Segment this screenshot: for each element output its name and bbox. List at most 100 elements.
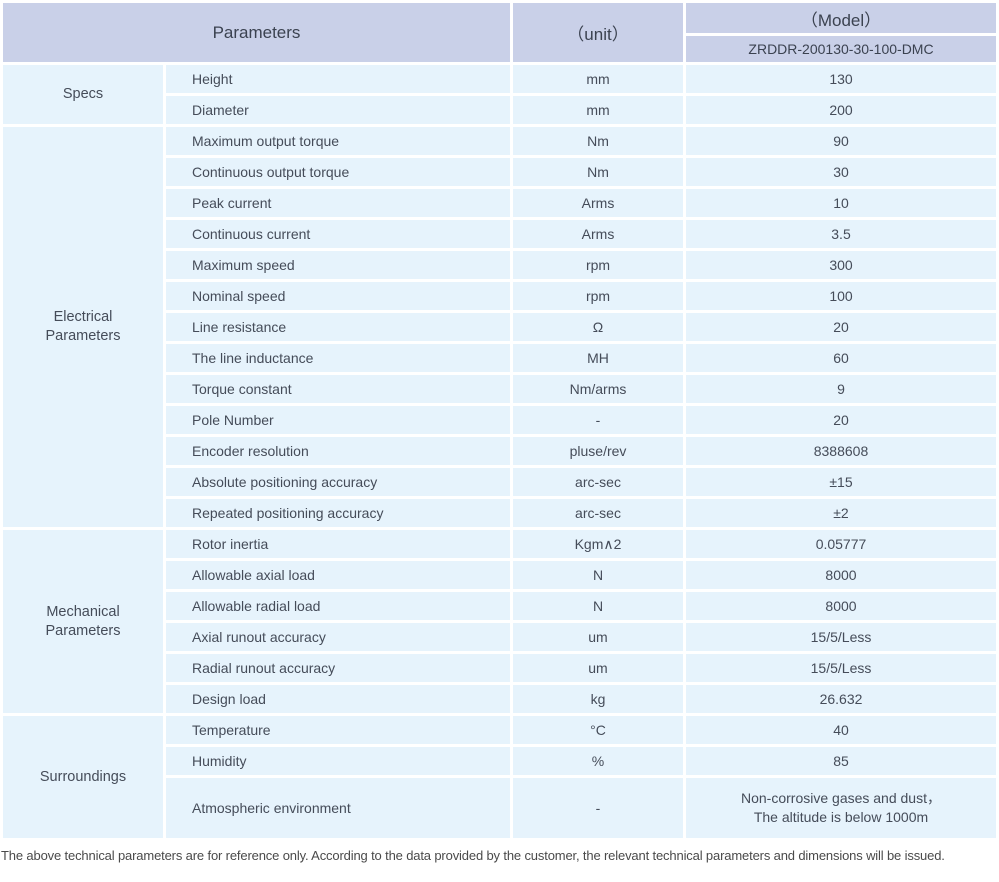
parameter-name-cell: Continuous current	[166, 220, 510, 248]
parameter-name-cell: Axial runout accuracy	[166, 623, 510, 651]
table-row: Repeated positioning accuracy arc-sec ±2	[3, 499, 996, 527]
group-cell: Specs	[3, 65, 163, 124]
unit-cell: Arms	[513, 220, 683, 248]
spec-table: Parameters （unit） （Model） ZRDDR-200130-3…	[3, 3, 996, 838]
value-cell: 26.632	[686, 685, 996, 713]
table-row: Pole Number -20	[3, 406, 996, 434]
value-cell: 8000	[686, 592, 996, 620]
unit-cell: -	[513, 778, 683, 838]
unit-cell: rpm	[513, 251, 683, 279]
table-row: Absolute positioning accuracy arc-sec ±15	[3, 468, 996, 496]
unit-cell: N	[513, 592, 683, 620]
parameter-name-cell: Continuous output torque	[166, 158, 510, 186]
parameters-header: Parameters	[3, 3, 510, 62]
table-row: Surroundings Temperature °C 40	[3, 716, 996, 838]
parameter-name-cell: Pole Number	[166, 406, 510, 434]
unit-cell: mm	[513, 96, 683, 124]
value-cell: 15/5/Less	[686, 623, 996, 651]
value-line: Non-corrosive gases and dust，	[741, 790, 941, 807]
value-cell: ±15	[686, 468, 996, 496]
table-row: Encoder resolution pluse/rev 8388608	[3, 437, 996, 465]
value-cell: 10	[686, 189, 996, 217]
table-row: Design load kg 26.632	[3, 685, 996, 713]
parameter-name-cell: Allowable radial load	[166, 592, 510, 620]
parameter-name-cell: Height	[166, 65, 510, 93]
value-cell: 60	[686, 344, 996, 372]
footer-note: The above technical parameters are for r…	[1, 848, 945, 863]
unit-cell: N	[513, 561, 683, 589]
table-row: Specs Height mm 130	[3, 65, 996, 124]
parameter-name-cell: Maximum speed	[166, 251, 510, 279]
parameter-name-cell: Line resistance	[166, 313, 510, 341]
unit-cell: Arms	[513, 189, 683, 217]
table-row: Nominal speed rpm 100	[3, 282, 996, 310]
unit-cell: um	[513, 623, 683, 651]
unit-cell: um	[513, 654, 683, 682]
group-label: Surroundings	[39, 768, 127, 785]
spec-table-body: Specs Height mm 130 Diameter mm 200 Electrical …	[3, 65, 996, 838]
unit-cell: Kgm∧2	[513, 530, 683, 558]
table-row: Axial runout accuracy um 15/5/Less	[3, 623, 996, 651]
table-row: Line resistance Ω 20	[3, 313, 996, 341]
table-row: Continuous output torque Nm 30	[3, 158, 996, 186]
value-cell: 100	[686, 282, 996, 310]
parameter-name-cell: Diameter	[166, 96, 510, 124]
parameter-name-cell: Temperature	[166, 716, 510, 744]
table-row: Allowable axial load N 8000	[3, 561, 996, 589]
parameter-name-cell: Encoder resolution	[166, 437, 510, 465]
value-cell: Non-corrosive gases and dust， The altitud…	[686, 778, 996, 838]
table-row: Radial runout accuracy um 15/5/Less	[3, 654, 996, 682]
parameter-name-cell: Repeated positioning accuracy	[166, 499, 510, 527]
unit-cell: MH	[513, 344, 683, 372]
parameter-name-cell: Nominal speed	[166, 282, 510, 310]
unit-cell: kg	[513, 685, 683, 713]
group-label: Mechanical Parameters	[45, 603, 121, 639]
parameter-name-cell: Maximum output torque	[166, 127, 510, 155]
parameter-name-cell: Rotor inertia	[166, 530, 510, 558]
value-cell: 8388608	[686, 437, 996, 465]
table-row: Maximum speed rpm 300	[3, 251, 996, 279]
table-row: Mechanical Parameters Rotor inertia Kgm∧2 0…	[3, 530, 996, 713]
group-label: Specs	[62, 86, 104, 103]
unit-cell: pluse/rev	[513, 437, 683, 465]
unit-cell: Nm	[513, 158, 683, 186]
table-row: Peak current Arms 10	[3, 189, 996, 217]
value-cell: 15/5/Less	[686, 654, 996, 682]
parameter-name-cell: Allowable axial load	[166, 561, 510, 589]
value-cell: 40	[686, 716, 996, 744]
parameter-name-cell: Design load	[166, 685, 510, 713]
parameter-name-cell: Torque constant	[166, 375, 510, 403]
unit-cell: arc-sec	[513, 468, 683, 496]
parameter-name-cell: Radial runout accuracy	[166, 654, 510, 682]
parameter-name-cell: The line inductance	[166, 344, 510, 372]
value-cell: 3.5	[686, 220, 996, 248]
model-header: （Model）	[686, 3, 996, 33]
value-cell: 9	[686, 375, 996, 403]
parameter-name-cell: Atmospheric environment	[166, 778, 510, 838]
table-row: Continuous current Arms 3.5	[3, 220, 996, 248]
group-label: Electrical Parameters	[45, 309, 121, 344]
parameter-name-cell: Absolute positioning accuracy	[166, 468, 510, 496]
value-cell: 30	[686, 158, 996, 186]
unit-cell: °C	[513, 716, 683, 744]
value-cell: 85	[686, 747, 996, 775]
unit-cell: Nm	[513, 127, 683, 155]
value-cell: 8000	[686, 561, 996, 589]
unit-cell: arc-sec	[513, 499, 683, 527]
table-row: Allowable radial load N 8000	[3, 592, 996, 620]
unit-cell: -	[513, 406, 683, 434]
value-cell: 200	[686, 96, 996, 124]
parameter-name-cell: Peak current	[166, 189, 510, 217]
value-cell: 130	[686, 65, 996, 93]
table-row: Diameter mm 200	[3, 96, 996, 124]
value-line: The altitude is below 1000m	[753, 809, 929, 825]
unit-cell: rpm	[513, 282, 683, 310]
value-cell: 20	[686, 406, 996, 434]
unit-cell: mm	[513, 65, 683, 93]
value-cell: 0.05777	[686, 530, 996, 558]
unit-header: （unit）	[513, 3, 683, 62]
parameter-name-cell: Humidity	[166, 747, 510, 775]
table-row: Torque constant Nm/arms 9	[3, 375, 996, 403]
value-cell: ±2	[686, 499, 996, 527]
